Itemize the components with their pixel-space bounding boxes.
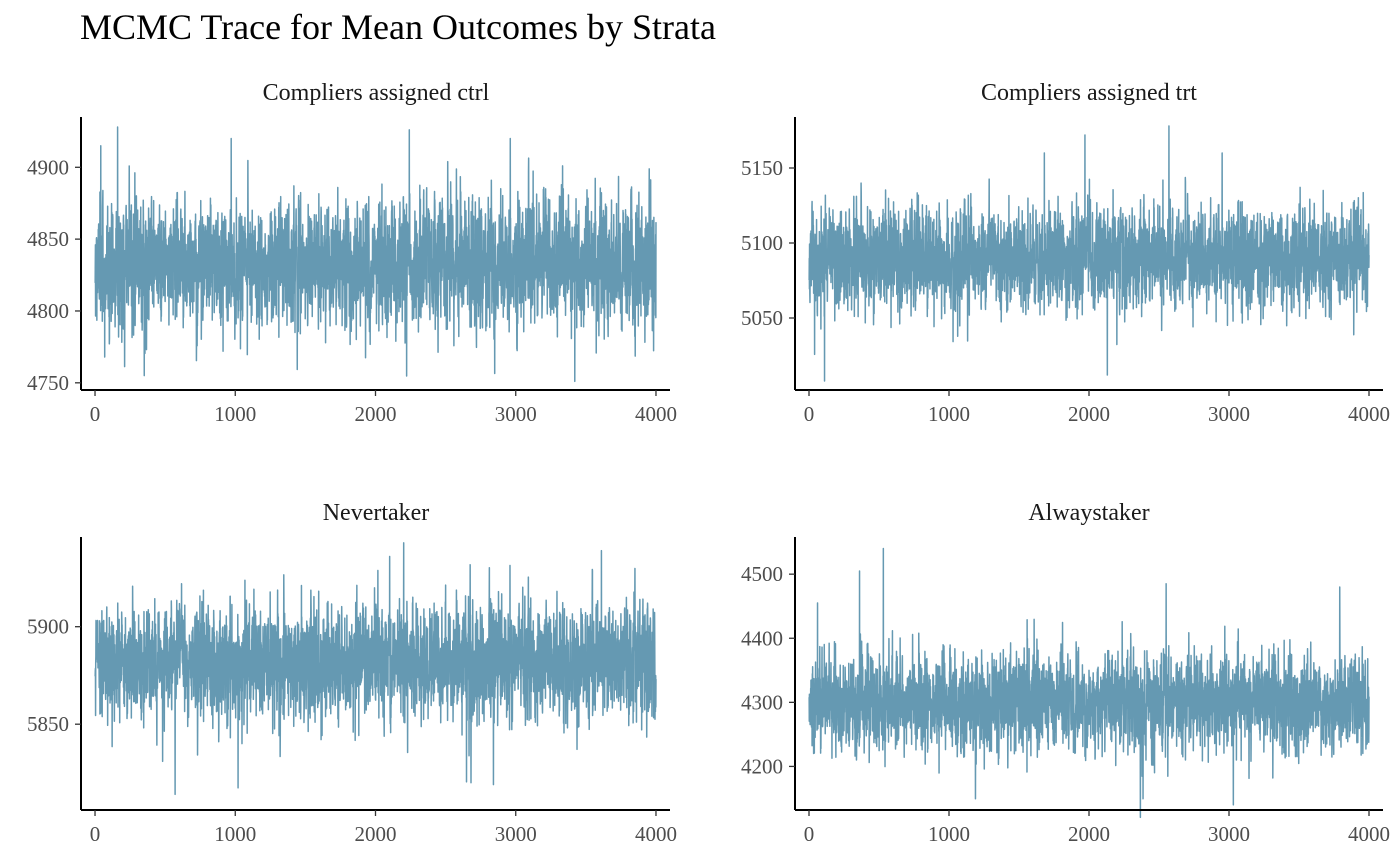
y-tick-label: 4750 xyxy=(27,371,69,395)
x-tick-label: 2000 xyxy=(1068,402,1110,426)
panel-2: Compliers assigned trt 0 1000 2000 3000 4000 5… xyxy=(741,80,1390,426)
x-tick-label: 1000 xyxy=(214,822,256,846)
panel-title: Nevertaker xyxy=(323,500,430,526)
x-tick-label: 1000 xyxy=(928,402,970,426)
y-tick-label: 4850 xyxy=(27,227,69,251)
panel-3: Nevertaker 0 1000 2000 3000 4000 5850 5900 xyxy=(27,500,677,846)
x-tick-label: 3000 xyxy=(495,402,537,426)
y-tick-label: 4200 xyxy=(741,754,783,778)
x-tick-label: 4000 xyxy=(1348,822,1390,846)
x-tick-label: 2000 xyxy=(1068,822,1110,846)
panel-4: Alwaystaker 0 1000 2000 3000 4000 4200 4300 4400… xyxy=(741,500,1390,846)
x-tick-label: 3000 xyxy=(1208,402,1250,426)
y-tick-label: 4500 xyxy=(741,562,783,586)
x-tick-label: 1000 xyxy=(928,822,970,846)
x-tick-label: 4000 xyxy=(1348,402,1390,426)
y-tick-label: 4400 xyxy=(741,626,783,650)
y-tick-label: 5100 xyxy=(741,231,783,255)
x-tick-label: 4000 xyxy=(635,402,677,426)
x-tick-label: 1000 xyxy=(214,402,256,426)
panel-title: Alwaystaker xyxy=(1028,500,1149,526)
y-tick-label: 5900 xyxy=(27,615,69,639)
trace-line xyxy=(808,125,1370,382)
y-tick-label: 4900 xyxy=(27,155,69,179)
x-tick-label: 0 xyxy=(804,822,815,846)
y-tick-label: 5050 xyxy=(741,306,783,330)
trace-line xyxy=(94,126,657,383)
trace-line xyxy=(808,547,1370,819)
x-tick-label: 2000 xyxy=(355,822,397,846)
y-tick-label: 5850 xyxy=(27,712,69,736)
y-tick-label: 4300 xyxy=(741,690,783,714)
x-tick-label: 4000 xyxy=(635,822,677,846)
x-tick-label: 0 xyxy=(804,402,815,426)
panel-title: Compliers assigned ctrl xyxy=(263,80,490,106)
x-tick-label: 3000 xyxy=(1208,822,1250,846)
x-tick-label: 3000 xyxy=(495,822,537,846)
y-tick-label: 5150 xyxy=(741,156,783,180)
trace-line xyxy=(94,542,657,796)
panel-title: Compliers assigned trt xyxy=(981,80,1197,106)
x-tick-label: 0 xyxy=(90,822,101,846)
x-tick-label: 0 xyxy=(90,402,101,426)
chart-title: MCMC Trace for Mean Outcomes by Strata xyxy=(80,7,716,47)
panel-1: Compliers assigned ctrl 0 1000 2000 3000 4000… xyxy=(27,80,677,426)
x-tick-label: 2000 xyxy=(355,402,397,426)
y-tick-label: 4800 xyxy=(27,299,69,323)
